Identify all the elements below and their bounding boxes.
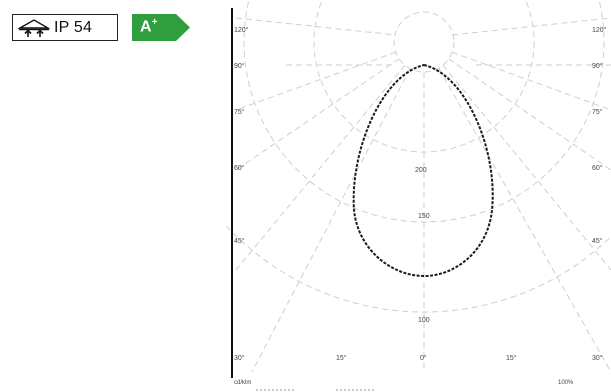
angle-label-right-75: 75°	[592, 108, 603, 116]
angle-label-bottom-right: 15°	[506, 354, 517, 362]
angle-label-left-75: 75°	[234, 108, 245, 116]
energy-class-label: A+	[140, 17, 157, 36]
energy-class-badge: A+	[132, 14, 190, 41]
energy-class-letter: A	[140, 18, 152, 36]
scale-label: 100%	[558, 380, 574, 386]
angle-label-left-60: 60°	[234, 164, 245, 172]
angle-label-left-90: 90°	[234, 62, 245, 70]
angle-label-right-60: 60°	[592, 164, 603, 172]
luminaire-arrows-icon	[17, 18, 51, 37]
angle-label-left-30: 30°	[234, 354, 245, 362]
polar-diagram-svg: 120° 90° 75° 60° 45° 30° 120° 90° 75° 60…	[226, 0, 611, 391]
angle-label-bottom-zero: 0°	[420, 354, 427, 362]
ip-rating-badge: IP 54	[12, 14, 118, 41]
radial-label-200: 200	[415, 167, 427, 174]
angle-label-left-120: 120°	[234, 26, 249, 34]
radial-label-150: 150	[418, 213, 430, 220]
unit-label: cd/klm	[234, 380, 251, 386]
intensity-curve	[352, 63, 494, 278]
energy-class-plus: +	[151, 17, 158, 28]
energy-arrow-shape	[132, 14, 190, 41]
angle-label-right-30: 30°	[592, 354, 603, 362]
angle-label-right-45: 45°	[592, 237, 603, 245]
polar-diagram: 120° 90° 75° 60° 45° 30° 120° 90° 75° 60…	[226, 0, 611, 392]
angle-label-right-90: 90°	[592, 62, 603, 70]
ip-rating-label: IP 54	[54, 18, 93, 36]
angle-label-bottom-left: 15°	[336, 354, 347, 362]
radial-label-100: 100	[418, 317, 430, 324]
angle-label-left-45: 45°	[234, 237, 245, 245]
angle-label-right-120: 120°	[592, 26, 607, 34]
